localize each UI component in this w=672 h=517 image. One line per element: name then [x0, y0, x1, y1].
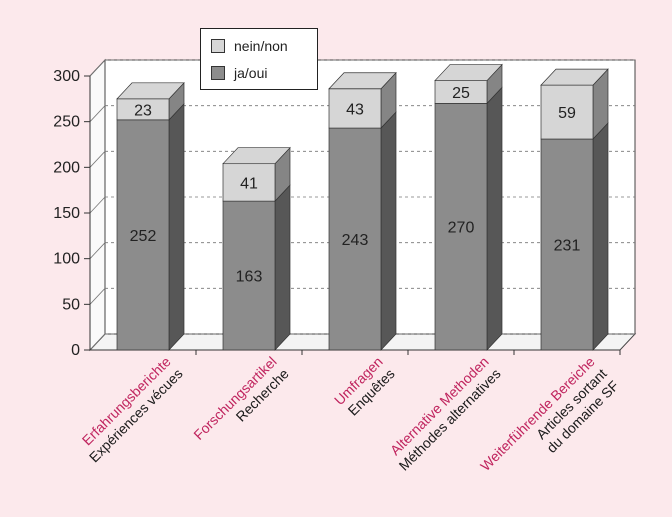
gridline-diag	[89, 59, 106, 77]
y-tick-label: 300	[53, 68, 80, 85]
gridline-diag	[89, 196, 106, 214]
legend-item-nein: nein/non	[211, 37, 288, 55]
legend-swatch-nein	[211, 39, 225, 53]
bar-segment	[434, 103, 488, 351]
category-label-german: Alternative Methoden	[387, 353, 492, 458]
bar-segment	[222, 200, 276, 351]
gridline-diag	[89, 242, 106, 259]
data-label: 25	[452, 85, 470, 102]
bar-side	[274, 184, 291, 351]
data-label: 252	[130, 228, 157, 245]
bar-side	[592, 122, 609, 351]
data-label: 270	[448, 220, 475, 237]
bar-segment	[328, 88, 382, 129]
legend-swatch-ja	[211, 66, 225, 80]
y-tick-label: 50	[62, 296, 80, 313]
legend: nein/non ja/oui	[200, 28, 318, 90]
bar-segment	[222, 163, 276, 202]
data-label: 41	[240, 175, 258, 192]
y-tick-label: 100	[53, 251, 80, 268]
bar-side	[380, 111, 397, 351]
bar-segment	[540, 138, 594, 351]
y-tick-label: 150	[53, 205, 80, 222]
bar-side	[168, 102, 185, 351]
bar-top	[434, 64, 503, 81]
bar-top	[540, 68, 609, 86]
data-label: 59	[558, 105, 576, 122]
bar-top	[328, 72, 397, 90]
bar-side	[486, 86, 503, 351]
bar-segment	[540, 84, 594, 140]
data-label: 43	[346, 101, 364, 118]
gridline-diag	[89, 105, 106, 122]
data-label: 163	[236, 269, 263, 286]
y-tick-label: 250	[53, 114, 80, 131]
gridline-diag	[89, 288, 106, 305]
gridline-diag	[89, 333, 106, 351]
bar-segment	[116, 119, 170, 351]
legend-item-ja: ja/oui	[211, 64, 267, 82]
data-label: 23	[134, 102, 152, 119]
gridline-diag	[89, 151, 106, 168]
y-tick-label: 0	[71, 342, 80, 359]
legend-label-ja: ja/oui	[234, 65, 268, 81]
data-label: 243	[342, 232, 369, 249]
legend-label-nein: nein/non	[234, 38, 288, 54]
bar-top	[116, 82, 185, 100]
y-tick-label: 200	[53, 159, 80, 176]
bar-top	[222, 147, 291, 165]
data-label: 231	[554, 238, 581, 255]
